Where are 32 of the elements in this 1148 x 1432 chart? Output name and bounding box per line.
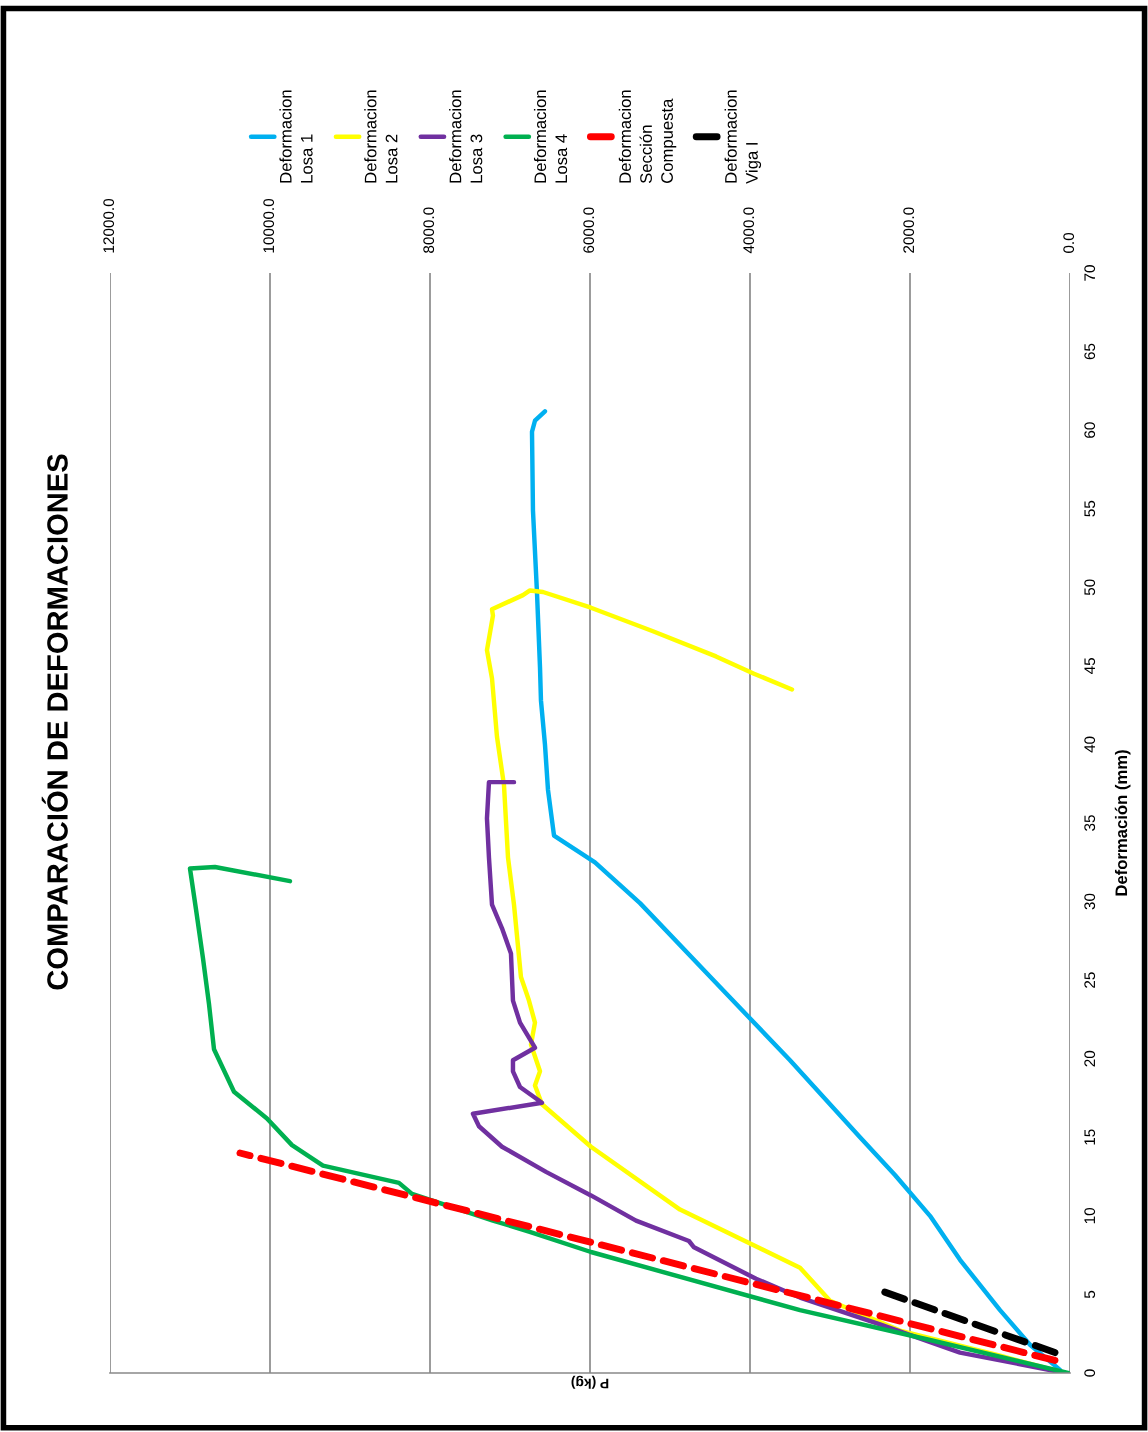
y-tick-label: 0 (1084, 1369, 1096, 1377)
text: COMPARACIÓN DE DEFORMACIONES (41, 454, 68, 990)
line-series (187, 864, 1070, 1373)
y-tick-label: 25 (1084, 972, 1096, 988)
y-tick-label: 35 (1084, 815, 1096, 831)
x-tick-label: 2000.0 (903, 207, 915, 253)
y-tick-label: 30 (1084, 893, 1096, 910)
y-tick-label: 50 (1084, 579, 1096, 596)
x-tick-label: 8000.0 (423, 207, 435, 253)
legend-label: Deformacion Losa 3 (449, 90, 483, 183)
legend-label: Deformacion Losa 1 (279, 90, 313, 183)
y-tick-label: 45 (1084, 658, 1096, 674)
y-axis-title: Deformación (mm) (1114, 750, 1131, 896)
legend-label: Deformacion Sección Compuesta (618, 90, 677, 184)
y-tick-label: 70 (1084, 265, 1096, 281)
y-tick-label: 60 (1084, 422, 1096, 438)
x-tick-label: 4000.0 (743, 207, 755, 254)
legend-label: Deformacion Losa 4 (533, 90, 568, 183)
x-tick-label: 6000.0 (583, 207, 595, 253)
y-tick-label: 10 (1084, 1207, 1096, 1224)
y-tick-label: 20 (1084, 1050, 1096, 1067)
x-tick-label: 10000.0 (263, 198, 275, 253)
y-tick-label: 65 (1084, 343, 1096, 360)
legend-label: Deformacion Viga I (724, 90, 762, 184)
x-axis-title: P (kg) (571, 1375, 609, 1389)
y-tick-label: 15 (1084, 1129, 1096, 1145)
x-tick-label: 12000.0 (103, 198, 115, 253)
y-tick-label: 40 (1084, 736, 1096, 753)
y-tick-label: 5 (1084, 1290, 1096, 1299)
x-tick-label: 0.0 (1063, 232, 1075, 253)
legend-label: Deformacion Losa 2 (364, 90, 398, 183)
y-tick-label: 55 (1084, 500, 1096, 517)
